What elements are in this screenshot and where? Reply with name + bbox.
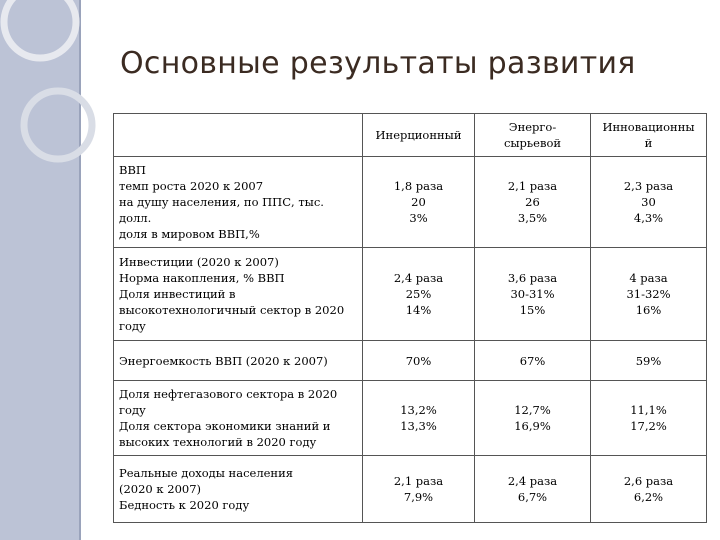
row-label: Доля нефтегазового сектора в 2020 году Д… — [113, 380, 363, 456]
cell-innovation: 4 раза 31-32% 16% — [590, 247, 707, 341]
cell-inertial: 70% — [362, 340, 475, 381]
table-header-row: Инерционный Энерго- сырьевой Инновационн… — [113, 113, 707, 157]
cell-energy: 2,1 раза 26 3,5% — [474, 156, 591, 248]
cell-energy: 67% — [474, 340, 591, 381]
decorative-circles-icon — [0, 0, 96, 163]
slide-title: Основные результаты развития — [120, 46, 636, 81]
row-label: Реальные доходы населения (2020 к 2007) … — [113, 455, 363, 523]
results-table: Инерционный Энерго- сырьевой Инновационн… — [113, 113, 707, 523]
cell-inertial: 1,8 раза 20 3% — [362, 156, 475, 248]
header-cell-energy: Энерго- сырьевой — [474, 113, 591, 157]
table-row: ВВП темп роста 2020 к 2007 на душу насел… — [113, 156, 707, 248]
table-row: Инвестиции (2020 к 2007) Норма накоплени… — [113, 247, 707, 341]
table-row: Доля нефтегазового сектора в 2020 году Д… — [113, 380, 707, 456]
cell-innovation: 11,1% 17,2% — [590, 380, 707, 456]
cell-innovation: 59% — [590, 340, 707, 381]
sidebar-divider — [79, 0, 81, 540]
row-label: Инвестиции (2020 к 2007) Норма накоплени… — [113, 247, 363, 341]
cell-inertial: 13,2% 13,3% — [362, 380, 475, 456]
header-cell-empty — [113, 113, 363, 157]
cell-energy: 3,6 раза 30-31% 15% — [474, 247, 591, 341]
cell-innovation: 2,6 раза 6,2% — [590, 455, 707, 523]
cell-inertial: 2,4 раза 25% 14% — [362, 247, 475, 341]
table-row: Энергоемкость ВВП (2020 к 2007) 70% 67% … — [113, 340, 707, 381]
cell-energy: 2,4 раза 6,7% — [474, 455, 591, 523]
row-label: Энергоемкость ВВП (2020 к 2007) — [113, 340, 363, 381]
table-row: Реальные доходы населения (2020 к 2007) … — [113, 455, 707, 523]
cell-inertial: 2,1 раза 7,9% — [362, 455, 475, 523]
row-label: ВВП темп роста 2020 к 2007 на душу насел… — [113, 156, 363, 248]
header-cell-inertial: Инерционный — [362, 113, 475, 157]
cell-energy: 12,7% 16,9% — [474, 380, 591, 456]
header-cell-innovation: Инновационны й — [590, 113, 707, 157]
cell-innovation: 2,3 раза 30 4,3% — [590, 156, 707, 248]
